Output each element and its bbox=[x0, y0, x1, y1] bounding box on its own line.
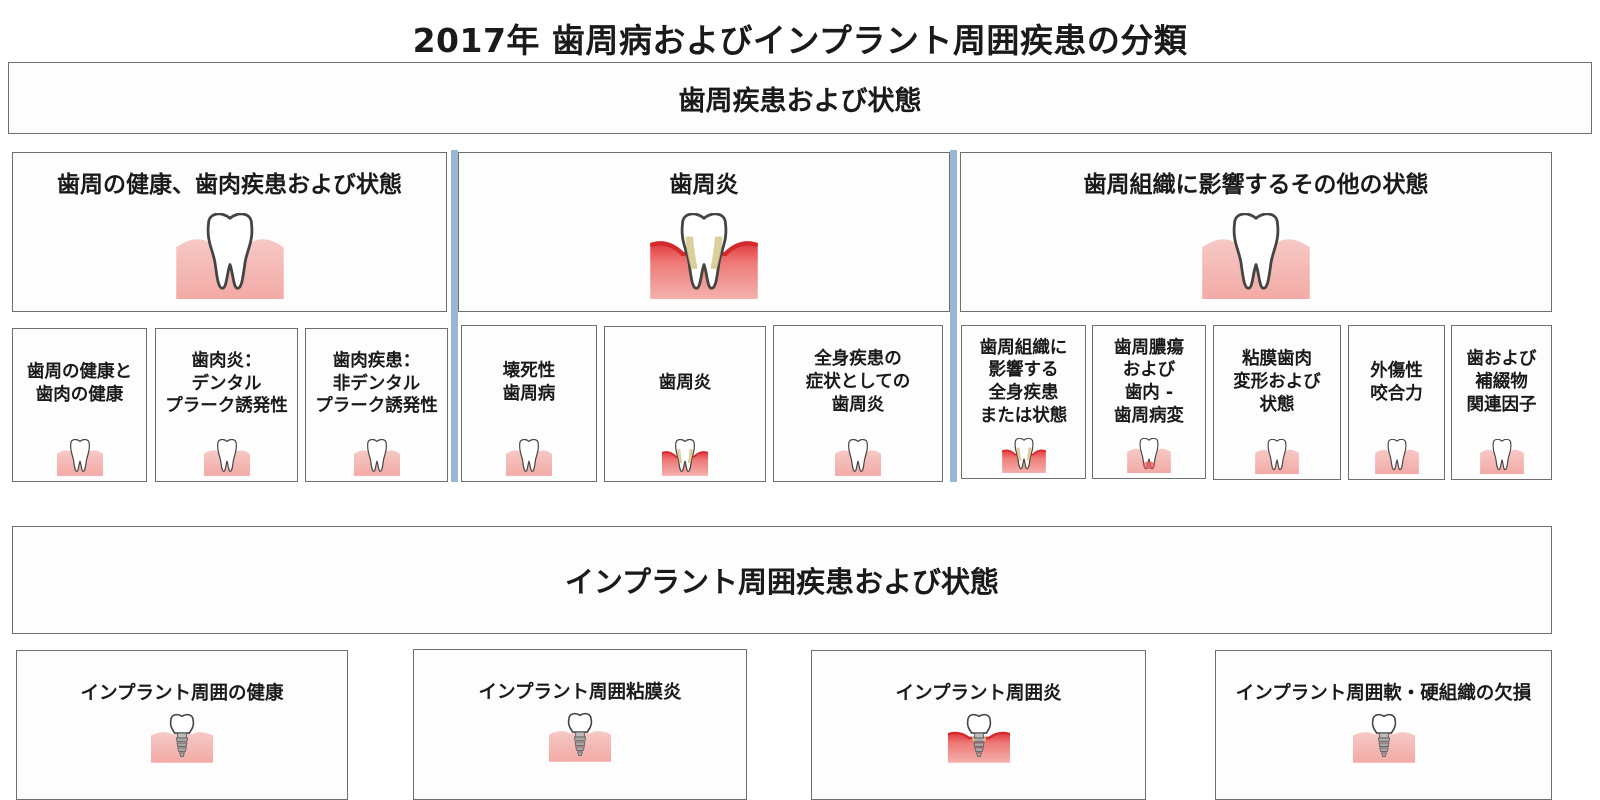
healthy-tooth-icon bbox=[1479, 439, 1524, 474]
subitem-label: 歯肉炎： デンタル プラーク誘発性 bbox=[165, 350, 288, 417]
subitem-box: 歯肉炎： デンタル プラーク誘発性 bbox=[155, 328, 298, 482]
subitem-label: 歯周炎 bbox=[658, 372, 712, 393]
implant-subitem-box: インプラント周囲炎 bbox=[811, 650, 1146, 800]
implant-subitem-label: インプラント周囲軟・硬組織の欠損 bbox=[1235, 683, 1532, 704]
healthy-tooth-icon bbox=[1374, 439, 1419, 474]
implant-icon bbox=[549, 712, 611, 762]
implant-subitem-label: インプラント周囲粘膜炎 bbox=[478, 682, 682, 703]
subitem-label: 粘膜歯肉 変形および 状態 bbox=[1233, 349, 1321, 415]
implant-subitem-label: インプラント周囲炎 bbox=[895, 683, 1062, 704]
category-title: 歯周組織に影響するその他の状態 bbox=[1083, 172, 1429, 198]
subitem-label: 壊死性 歯周病 bbox=[502, 360, 556, 404]
subitem-label: 全身疾患の 症状としての 歯周炎 bbox=[805, 349, 911, 415]
subitem-box: 壊死性 歯周病 bbox=[461, 325, 597, 482]
subitem-box: 歯肉疾患： 非デンタル プラーク誘発性 bbox=[305, 328, 448, 482]
healthy-tooth-icon bbox=[835, 439, 881, 476]
subitem-label: 歯肉疾患： 非デンタル プラーク誘発性 bbox=[315, 350, 438, 417]
implant-subitem-box: インプラント周囲軟・硬組織の欠損 bbox=[1215, 650, 1552, 800]
implant-subitem-box: インプラント周囲粘膜炎 bbox=[413, 649, 747, 800]
category-health: 歯周の健康、歯肉疾患および状態 bbox=[12, 152, 447, 312]
subitem-label: 歯周膿瘍 および 歯内 - 歯周病変 bbox=[1114, 337, 1184, 426]
category-periodontitis: 歯周炎 bbox=[458, 152, 950, 312]
subitem-label: 歯周組織に 影響する 全身疾患 または状態 bbox=[979, 337, 1068, 426]
category-other-conditions: 歯周組織に影響するその他の状態 bbox=[960, 152, 1552, 312]
implant-subitem-box: インプラント周囲の健康 bbox=[16, 650, 348, 800]
page-title: 2017年 歯周病およびインプラント周囲疾患の分類 bbox=[412, 21, 1188, 60]
subitem-label: 歯および 補綴物 関連因子 bbox=[1466, 349, 1537, 415]
healthy-tooth-icon bbox=[1255, 439, 1299, 474]
implant-section-banner: インプラント周囲疾患および状態 bbox=[12, 526, 1552, 634]
inflamed-tooth-icon bbox=[662, 439, 708, 476]
subitem-box: 外傷性 咬合力 bbox=[1348, 325, 1445, 480]
subitem-label: 歯周の健康と 歯肉の健康 bbox=[27, 362, 132, 405]
subitem-box: 歯周の健康と 歯肉の健康 bbox=[12, 328, 147, 482]
subitem-box: 歯周膿瘍 および 歯内 - 歯周病変 bbox=[1092, 325, 1206, 479]
implant-icon bbox=[151, 713, 213, 763]
implant-icon bbox=[1352, 713, 1415, 763]
implant-subitem-label: インプラント周囲の健康 bbox=[80, 683, 284, 704]
healthy-tooth-icon bbox=[353, 439, 400, 476]
inflamed-tooth-icon bbox=[650, 213, 758, 299]
healthy-tooth-icon bbox=[203, 439, 250, 476]
subitem-box: 全身疾患の 症状としての 歯周炎 bbox=[773, 325, 943, 482]
subitem-label: 外傷性 咬合力 bbox=[1370, 360, 1423, 404]
periodontal-section-banner: 歯周疾患および状態 bbox=[8, 62, 1592, 134]
periodontal-section-label: 歯周疾患および状態 bbox=[678, 85, 922, 117]
inflamed-implant-icon bbox=[947, 713, 1010, 763]
inflamed-tooth-icon bbox=[1001, 438, 1046, 473]
subitem-box: 歯周組織に 影響する 全身疾患 または状態 bbox=[961, 325, 1086, 479]
subitem-box: 粘膜歯肉 変形および 状態 bbox=[1213, 325, 1341, 480]
category-title: 歯周炎 bbox=[669, 172, 739, 198]
column-divider bbox=[451, 150, 458, 482]
subitem-box: 歯および 補綴物 関連因子 bbox=[1451, 325, 1552, 480]
abscess-tooth-icon bbox=[1127, 438, 1171, 473]
healthy-tooth-icon bbox=[56, 439, 103, 476]
healthy-tooth-icon bbox=[506, 439, 552, 476]
category-title: 歯周の健康、歯肉疾患および状態 bbox=[57, 172, 402, 198]
healthy-tooth-icon bbox=[1202, 213, 1310, 299]
healthy-tooth-icon bbox=[175, 213, 284, 299]
column-divider bbox=[950, 150, 957, 482]
subitem-box: 歯周炎 bbox=[604, 326, 766, 482]
implant-section-label: インプラント周囲疾患および状態 bbox=[564, 565, 1000, 599]
